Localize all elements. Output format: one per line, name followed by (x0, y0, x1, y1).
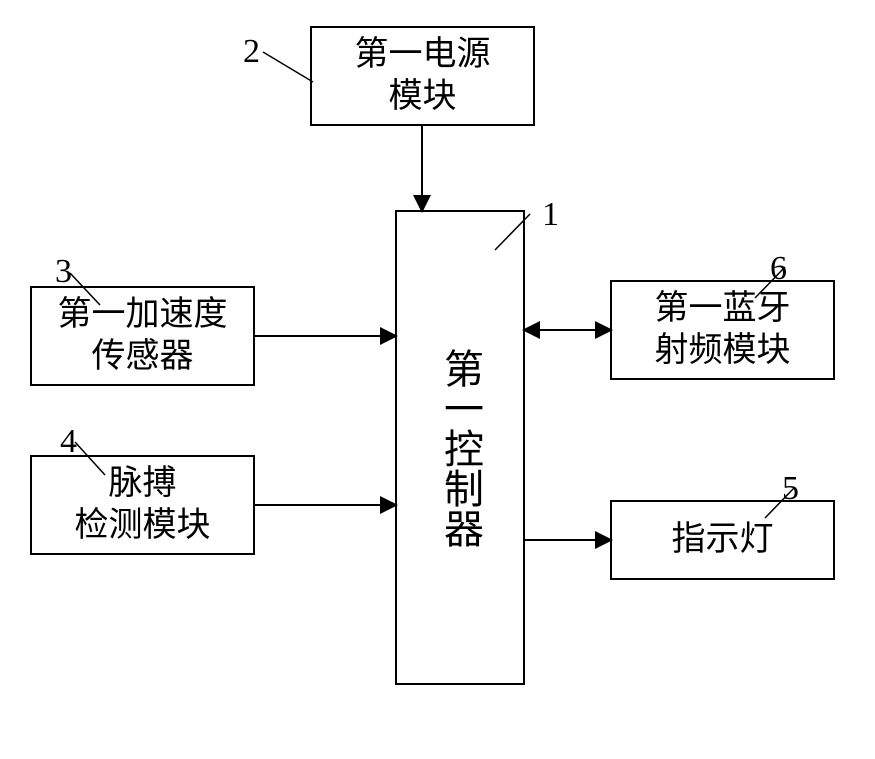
indicator-light-box: 指示灯 (610, 500, 835, 580)
accelerometer-box: 第一加速度 传感器 (30, 286, 255, 386)
indicator-light-label: 指示灯 (672, 519, 774, 562)
ref-number-2: 2 (243, 33, 260, 71)
bluetooth-rf-label: 第一蓝牙 射频模块 (655, 288, 791, 373)
ref-number-6: 6 (770, 250, 787, 288)
ref-number-4: 4 (60, 423, 77, 461)
controller-label: 第一控制器 (436, 348, 484, 548)
power-module-box: 第一电源 模块 (310, 26, 535, 126)
pulse-module-box: 脉搏 检测模块 (30, 455, 255, 555)
diagram-canvas: 第一控制器 第一电源 模块 第一加速度 传感器 脉搏 检测模块 指示灯 第一蓝牙… (0, 0, 875, 759)
ref-number-1: 1 (542, 196, 559, 234)
ref-number-3: 3 (55, 253, 72, 291)
accelerometer-label: 第一加速度 传感器 (58, 294, 228, 379)
bluetooth-rf-box: 第一蓝牙 射频模块 (610, 280, 835, 380)
power-module-label: 第一电源 模块 (355, 34, 491, 119)
ref-number-5: 5 (782, 470, 799, 508)
controller-box: 第一控制器 (395, 210, 525, 685)
pulse-module-label: 脉搏 检测模块 (75, 463, 211, 548)
